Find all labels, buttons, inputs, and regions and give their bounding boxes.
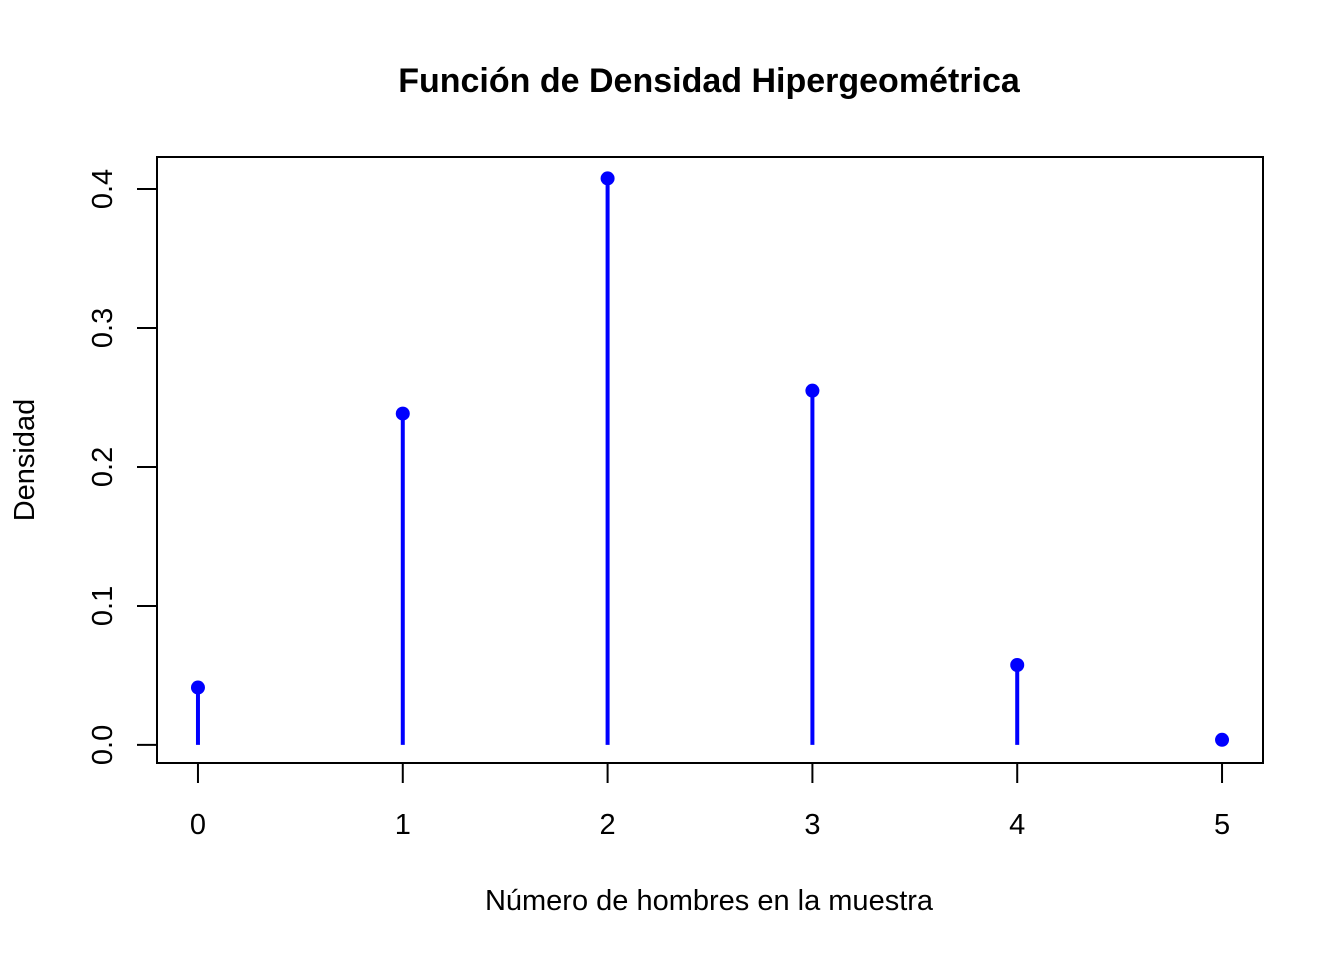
data-stems [195,178,1225,745]
data-point [395,406,410,421]
y-axis-label: Densidad [9,399,41,522]
data-points [190,171,1230,747]
x-tick-label: 3 [804,809,820,841]
y-tick-label: 0.4 [87,169,119,209]
plot-frame [156,156,1264,764]
x-axis-label: Número de hombres en la muestra [485,885,934,917]
y-tick-label: 0.3 [87,308,119,348]
x-tick-label: 1 [395,809,411,841]
x-tick-label: 5 [1214,809,1230,841]
y-tick-label: 0.2 [87,447,119,487]
data-point [190,680,205,695]
data-point [1215,732,1230,747]
chart-title: Función de Densidad Hipergeométrica [398,62,1021,100]
x-axis: 0 1 2 3 4 5 [190,762,1230,841]
data-point [1010,658,1025,673]
x-tick-label: 0 [190,809,206,841]
data-point [600,171,615,186]
data-point [805,383,820,398]
y-tick-label: 0.0 [87,725,119,765]
x-tick-label: 2 [600,809,616,841]
x-tick-label: 4 [1009,809,1025,841]
y-tick-label: 0.1 [87,586,119,626]
y-axis: 0.0 0.1 0.2 0.3 0.4 [87,169,158,765]
